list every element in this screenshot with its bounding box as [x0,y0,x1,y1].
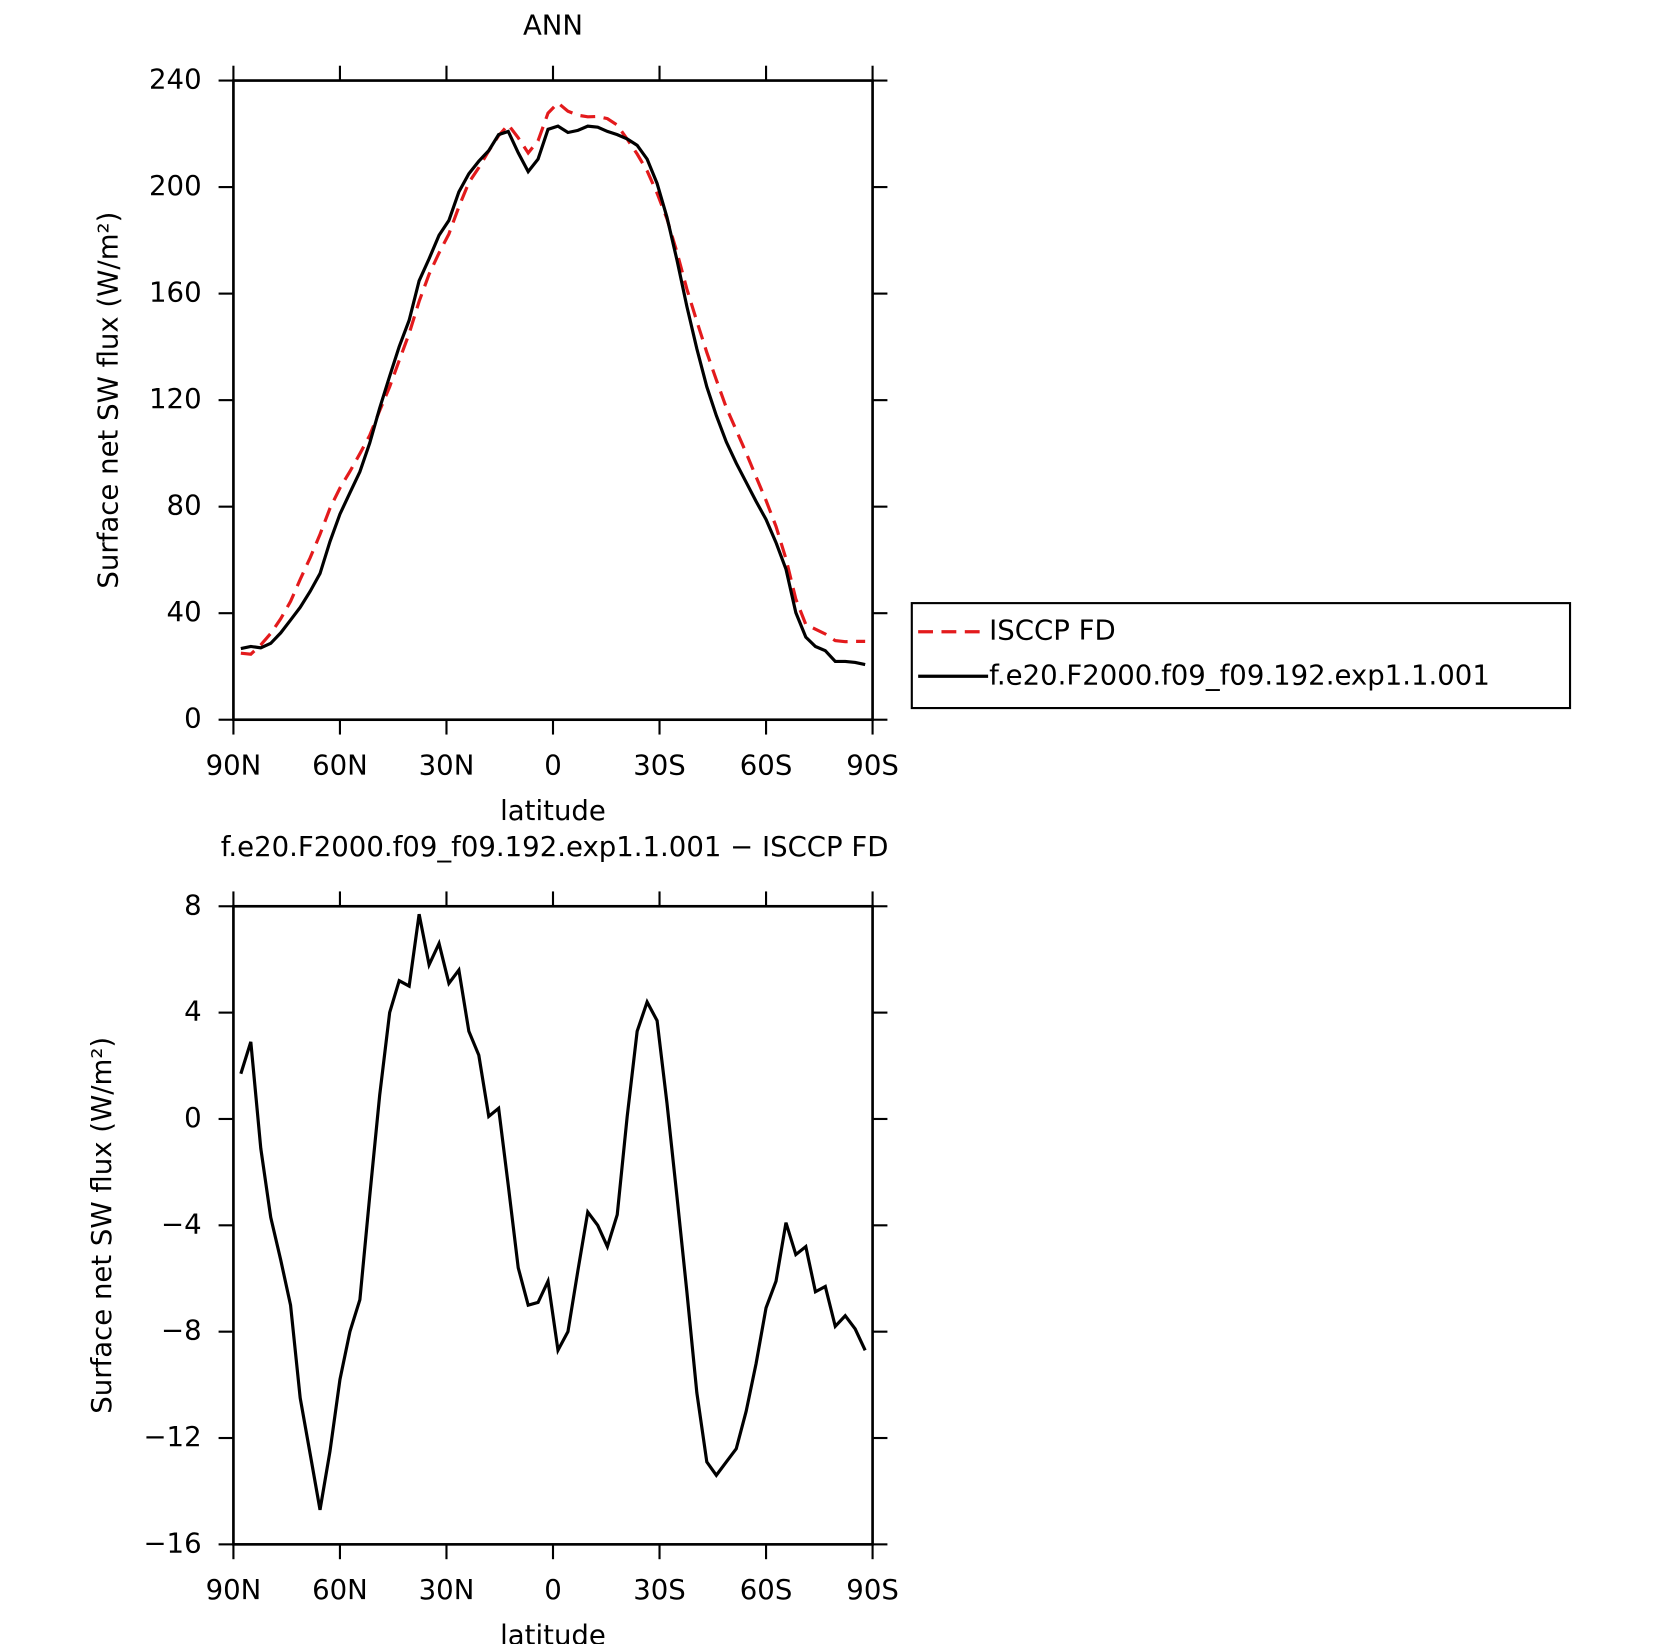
y-axis-label: Surface net SW flux (W/m²) [86,1037,118,1414]
y-tick-label: 120 [149,383,202,415]
y-axis-label: Surface net SW flux (W/m²) [92,212,124,589]
data-line [239,913,867,1511]
x-tick-label: 90S [846,749,899,781]
x-tick-label: 90N [206,749,262,781]
legend-label: f.e20.F2000.f09_f09.192.exp1.1.001 [989,659,1490,691]
x-axis-label: latitude [500,1620,606,1644]
y-tick-label: 4 [184,996,202,1028]
y-tick-label: −12 [143,1421,201,1453]
data-line [240,100,866,656]
x-tick-label: 30N [419,1574,475,1606]
y-tick-label: 0 [184,703,202,735]
x-tick-label: 0 [544,749,562,781]
plot-frame [232,79,874,722]
x-tick-label: 90S [846,1574,899,1606]
legend-label: ISCCP FD [989,615,1116,647]
y-tick-label: 8 [184,889,202,921]
y-tick-label: −4 [161,1208,202,1240]
chart-title: ANN [523,9,583,41]
y-tick-label: −16 [143,1527,201,1559]
x-tick-label: 30N [419,749,475,781]
x-tick-label: 60N [312,749,368,781]
x-tick-label: 0 [544,1574,562,1606]
x-tick-label: 60S [740,1574,793,1606]
y-tick-label: −8 [161,1315,202,1347]
x-tick-label: 30S [633,749,686,781]
y-tick-label: 80 [167,490,202,522]
y-tick-label: 200 [149,170,202,202]
y-tick-label: 40 [167,596,202,628]
x-tick-label: 30S [633,1574,686,1606]
legend-box [910,602,1572,710]
data-line [240,124,866,667]
y-tick-label: 0 [184,1102,202,1134]
x-tick-label: 60S [740,749,793,781]
y-tick-label: 160 [149,277,202,309]
x-axis-label: latitude [500,795,606,827]
x-tick-label: 60N [312,1574,368,1606]
chart-title: f.e20.F2000.f09_f09.192.exp1.1.001 − ISC… [221,831,889,863]
x-tick-label: 90N [206,1574,262,1606]
y-tick-label: 240 [149,64,202,96]
